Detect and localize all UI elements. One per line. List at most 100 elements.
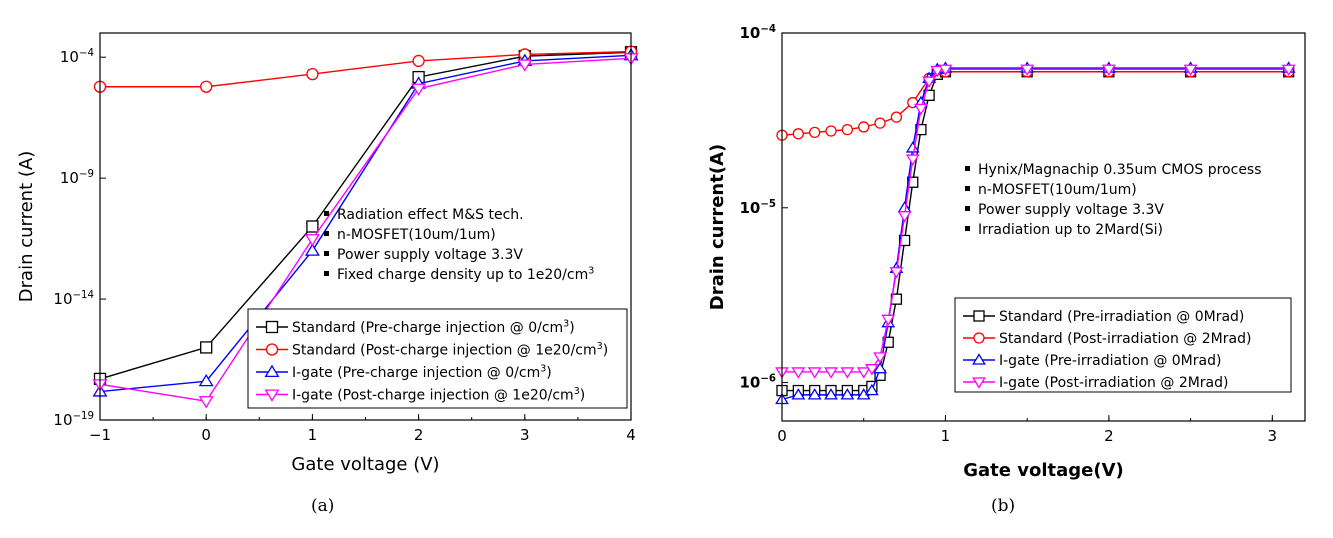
x-tick-label: 1 xyxy=(941,427,951,445)
legend-label: Standard (Pre-charge injection @ 0/cm3) xyxy=(292,318,575,336)
legend-label: Standard (Post-irradiation @ 2Mrad) xyxy=(999,331,1251,347)
y-tick-label: 10−4 xyxy=(740,24,777,42)
annotation-bullet xyxy=(324,271,329,276)
caption-b: (b) xyxy=(991,496,1016,516)
annotation-text: Hynix/Magnachip 0.35um CMOS process xyxy=(978,162,1262,178)
legend-box xyxy=(954,297,1292,393)
legend-marker xyxy=(264,389,280,402)
data-point xyxy=(841,123,854,136)
annotation-bullet xyxy=(965,186,970,191)
data-point xyxy=(922,76,936,88)
x-tick-label: 3 xyxy=(1268,427,1278,445)
data-point xyxy=(306,67,319,81)
legend-label: I-gate (Post-charge injection @ 1e20/cm3… xyxy=(292,386,585,404)
data-point xyxy=(905,154,920,166)
legend-marker xyxy=(972,353,986,365)
legend-label: I-gate (Pre-charge injection @ 0/cm3) xyxy=(292,363,552,381)
data-point xyxy=(825,125,837,137)
legend-marker xyxy=(972,377,986,389)
figure-b: 0 1 2 3 10−4 10−5 10−6 Gate voltage(V) Drain cur… xyxy=(680,0,1333,533)
legend-label: I-gate (Post-irradiation @ 2Mrad) xyxy=(999,375,1228,391)
data-point xyxy=(897,211,912,223)
series-line-0 xyxy=(99,51,632,380)
x-tick-label: 0 xyxy=(201,426,211,444)
y-tick-label: 10−5 xyxy=(740,199,777,217)
legend-marker xyxy=(973,310,985,322)
legend-marker xyxy=(973,332,985,344)
annotation-text: n-MOSFET(10um/1um) xyxy=(337,227,496,243)
y-tick-label: 10−6 xyxy=(740,374,777,392)
data-point xyxy=(1101,64,1116,77)
data-point xyxy=(873,361,887,374)
x-tick-label: 1 xyxy=(308,426,318,444)
data-point xyxy=(881,314,896,327)
data-point xyxy=(304,234,320,247)
x-tick-label: 4 xyxy=(626,426,636,444)
series-line-1 xyxy=(781,71,1289,136)
legend-label: Standard (Post-charge injection @ 1e20/c… xyxy=(292,341,608,359)
data-point xyxy=(807,367,822,379)
legend-label: Standard (Pre-irradiation @ 0Mrad) xyxy=(999,309,1244,325)
x-axis-label: Gate voltage(V) xyxy=(963,460,1124,481)
y-tick-label: 10−4 xyxy=(60,48,94,66)
data-point xyxy=(840,367,855,379)
data-point xyxy=(306,220,319,233)
x-tick-label: 2 xyxy=(414,426,424,444)
x-tick-label: 2 xyxy=(1104,427,1114,445)
data-point xyxy=(791,367,806,379)
annotation-bullet xyxy=(324,251,329,256)
data-point xyxy=(791,388,806,400)
series-group xyxy=(775,61,1296,405)
data-point xyxy=(930,65,945,78)
data-point xyxy=(1281,64,1296,77)
data-point xyxy=(792,128,804,140)
data-point xyxy=(198,396,214,409)
annotation-bullet xyxy=(324,231,329,236)
x-tick-label: 0 xyxy=(777,427,787,445)
annotation-text: n-MOSFET(10um/1um) xyxy=(978,182,1137,198)
data-point xyxy=(200,341,213,354)
annotation-text: Fixed charge density up to 1e20/cm3 xyxy=(337,265,594,283)
x-tick-label: 3 xyxy=(520,426,530,444)
annotation-text: Radiation effect M&S tech. xyxy=(337,207,524,223)
data-point xyxy=(890,111,903,123)
data-point xyxy=(914,103,928,116)
data-point xyxy=(198,373,214,387)
chart-a: −1 0 1 2 3 4 10−4 10−9 10−14 10−19 Gate voltage (V… xyxy=(16,32,639,475)
plot-frame xyxy=(781,32,1306,422)
chart-b: 0 1 2 3 10−4 10−5 10−6 Gate voltage(V) Drain cur… xyxy=(707,24,1306,481)
annotation-text: Power supply voltage 3.3V xyxy=(337,247,523,263)
y-axis-label: Drain current (A) xyxy=(16,151,37,302)
legend-marker xyxy=(265,320,279,334)
legend-box xyxy=(247,308,628,409)
data-point xyxy=(864,383,879,396)
data-point xyxy=(304,243,320,256)
data-point xyxy=(200,80,213,93)
data-point xyxy=(858,121,870,133)
series-line-1 xyxy=(100,50,632,88)
data-point xyxy=(905,141,920,153)
annotation-text: Irradiation up to 2Mard(Si) xyxy=(978,222,1163,238)
y-tick-label: 10−14 xyxy=(53,290,94,308)
annotation-text: Power supply voltage 3.3V xyxy=(978,202,1164,218)
data-point xyxy=(412,54,425,68)
annotation-bullet xyxy=(324,211,329,216)
y-tick-label: 10−9 xyxy=(60,169,94,187)
data-point xyxy=(824,388,838,400)
annotation-bullet xyxy=(965,226,970,231)
data-point xyxy=(807,388,822,400)
y-axis-label: Drain current(A) xyxy=(707,144,728,310)
data-point xyxy=(840,388,855,400)
annotation-bullet xyxy=(965,206,970,211)
data-point xyxy=(889,267,904,279)
data-point xyxy=(517,59,533,72)
series-line-3 xyxy=(99,57,632,402)
y-tick-label: 10−19 xyxy=(53,411,94,429)
legend-marker xyxy=(264,364,280,378)
figure-a: −1 0 1 2 3 4 10−4 10−9 10−14 10−19 Gate voltage (V… xyxy=(0,0,660,533)
x-tick-label: −1 xyxy=(89,426,111,444)
data-point xyxy=(856,367,871,379)
data-point xyxy=(824,367,838,379)
caption-a: (a) xyxy=(311,496,335,516)
legend-label: I-gate (Pre-irradiation @ 0Mrad) xyxy=(999,353,1221,369)
